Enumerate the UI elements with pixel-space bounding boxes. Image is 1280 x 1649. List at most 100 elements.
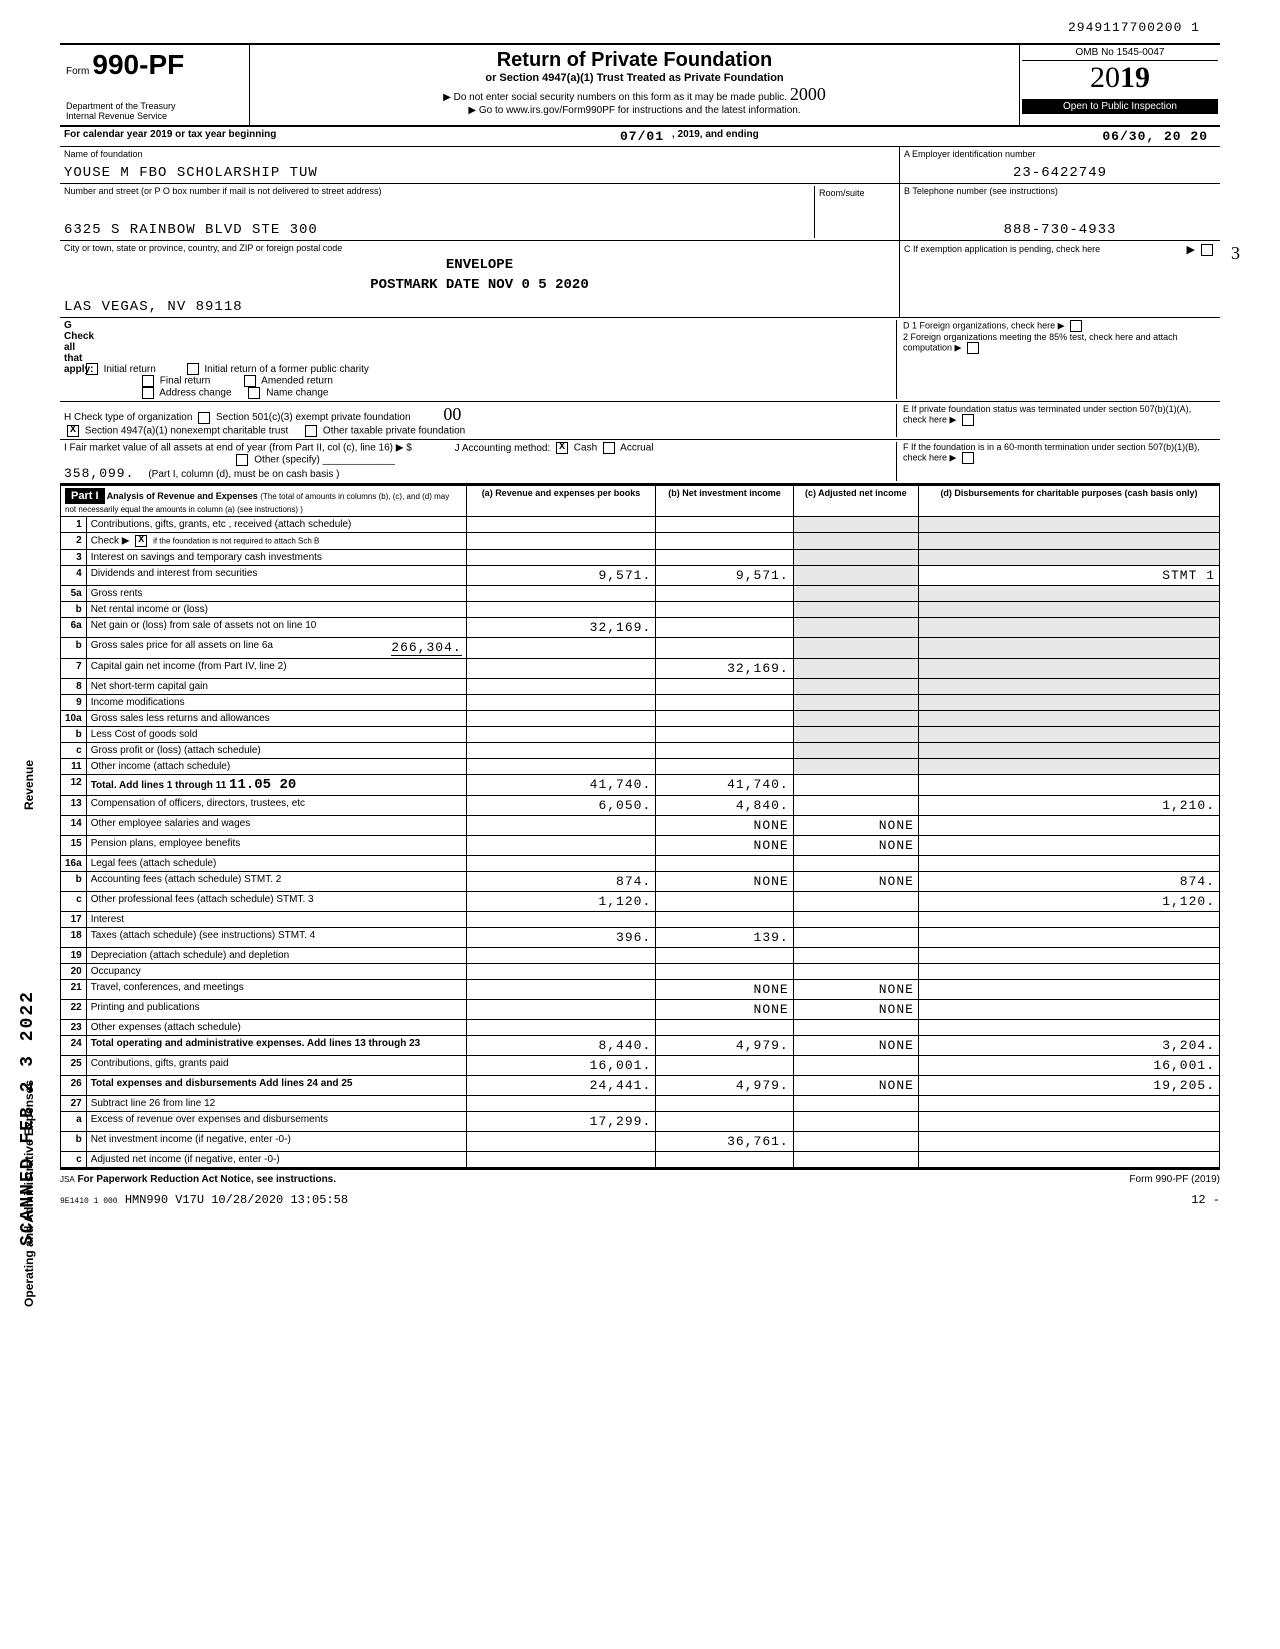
amount-cell bbox=[918, 1000, 1219, 1020]
f-checkbox[interactable] bbox=[962, 452, 974, 464]
amount-cell bbox=[918, 928, 1219, 948]
amount-cell bbox=[918, 517, 1219, 533]
amount-cell bbox=[793, 912, 918, 928]
name-cell: Name of foundation YOUSE M FBO SCHOLARSH… bbox=[60, 147, 899, 184]
amount-cell bbox=[656, 856, 793, 872]
c-cell: C If exemption application is pending, c… bbox=[900, 241, 1220, 271]
amount-cell bbox=[918, 743, 1219, 759]
a-label: A Employer identification number bbox=[904, 149, 1216, 159]
h-other[interactable] bbox=[305, 425, 317, 437]
line-description: Compensation of officers, directors, tru… bbox=[86, 796, 466, 816]
j-cash[interactable]: X bbox=[556, 442, 568, 454]
amount-cell: NONE bbox=[793, 816, 918, 836]
g-o3: Address change bbox=[159, 388, 231, 399]
amount-cell bbox=[918, 586, 1219, 602]
line-description: Travel, conferences, and meetings bbox=[86, 980, 466, 1000]
footer-row-2: 9E1410 1 000 HMN990 V17U 10/28/2020 13:0… bbox=[60, 1185, 1220, 1207]
table-row: 1Contributions, gifts, grants, etc , rec… bbox=[61, 517, 1220, 533]
e-checkbox[interactable] bbox=[962, 414, 974, 426]
table-row: 15Pension plans, employee benefitsNONENO… bbox=[61, 836, 1220, 856]
amount-cell bbox=[918, 695, 1219, 711]
line-number: c bbox=[61, 892, 87, 912]
h-4947[interactable]: X bbox=[67, 425, 79, 437]
warning: ▶ Do not enter social security numbers o… bbox=[260, 84, 1009, 105]
table-row: 23Other expenses (attach schedule) bbox=[61, 1020, 1220, 1036]
amount-cell bbox=[918, 659, 1219, 679]
amount-cell bbox=[466, 638, 656, 659]
g-initial[interactable] bbox=[86, 363, 98, 375]
line-number: 22 bbox=[61, 1000, 87, 1020]
h-501c3[interactable] bbox=[198, 412, 210, 424]
form-ref: Form 990-PF (2019) bbox=[1129, 1174, 1220, 1185]
line-description: Less Cost of goods sold bbox=[86, 727, 466, 743]
addr-label: Number and street (or P O box number if … bbox=[64, 186, 814, 196]
fmv-value: 358,099. bbox=[64, 466, 134, 481]
h-row: H Check type of organization Section 501… bbox=[60, 402, 1220, 440]
line-number: c bbox=[61, 743, 87, 759]
amount-cell bbox=[918, 980, 1219, 1000]
begin-date: 07/01 bbox=[612, 129, 672, 144]
header-center: Return of Private Foundation or Section … bbox=[250, 45, 1020, 125]
city-label: City or town, state or province, country… bbox=[64, 243, 895, 253]
amount-cell: NONE bbox=[656, 816, 793, 836]
line-number: 6a bbox=[61, 618, 87, 638]
c-checkbox[interactable] bbox=[1201, 244, 1213, 256]
g-name[interactable] bbox=[248, 387, 260, 399]
d1-checkbox[interactable] bbox=[1070, 320, 1082, 332]
page-num: 12 - bbox=[1191, 1189, 1220, 1207]
line-number: 21 bbox=[61, 980, 87, 1000]
line-description: Taxes (attach schedule) (see instruction… bbox=[86, 928, 466, 948]
hand-00: 00 bbox=[443, 404, 461, 424]
form-header: Form 990-PF Department of the Treasury I… bbox=[60, 43, 1220, 127]
g-address[interactable] bbox=[142, 387, 154, 399]
table-row: bNet rental income or (loss) bbox=[61, 602, 1220, 618]
amount-cell bbox=[466, 517, 656, 533]
amount-cell bbox=[793, 892, 918, 912]
amount-cell bbox=[466, 586, 656, 602]
amount-cell bbox=[918, 679, 1219, 695]
g-o6: Name change bbox=[266, 388, 328, 399]
line-description: Net short-term capital gain bbox=[86, 679, 466, 695]
line-description: Other professional fees (attach schedule… bbox=[86, 892, 466, 912]
d1-label: D 1 Foreign organizations, check here bbox=[903, 320, 1055, 330]
g-final[interactable] bbox=[142, 375, 154, 387]
table-row: 3Interest on savings and temporary cash … bbox=[61, 550, 1220, 566]
line-number: 16a bbox=[61, 856, 87, 872]
amount-cell bbox=[466, 1096, 656, 1112]
amount-cell: 19,205. bbox=[918, 1076, 1219, 1096]
line-number: 25 bbox=[61, 1056, 87, 1076]
amount-cell: 874. bbox=[918, 872, 1219, 892]
amount-cell bbox=[793, 679, 918, 695]
j-other[interactable] bbox=[236, 454, 248, 466]
g-former[interactable] bbox=[187, 363, 199, 375]
line-number: 13 bbox=[61, 796, 87, 816]
table-row: 11Other income (attach schedule) bbox=[61, 759, 1220, 775]
j-accrual[interactable] bbox=[603, 442, 615, 454]
entity-right: A Employer identification number 23-6422… bbox=[900, 147, 1220, 317]
amount-cell bbox=[918, 836, 1219, 856]
amount-cell: 396. bbox=[466, 928, 656, 948]
line-description: Other employee salaries and wages bbox=[86, 816, 466, 836]
table-row: 7Capital gain net income (from Part IV, … bbox=[61, 659, 1220, 679]
line-description: Subtract line 26 from line 12 bbox=[86, 1096, 466, 1112]
amount-cell: 9,571. bbox=[466, 566, 656, 586]
d2-checkbox[interactable] bbox=[967, 342, 979, 354]
i-label: I Fair market value of all assets at end… bbox=[64, 443, 412, 454]
ein: 23-6422749 bbox=[904, 159, 1216, 181]
line-description: Net rental income or (loss) bbox=[86, 602, 466, 618]
amount-cell: 4,979. bbox=[656, 1076, 793, 1096]
pra-notice: For Paperwork Reduction Act Notice, see … bbox=[77, 1174, 336, 1185]
col-b-header: (b) Net investment income bbox=[656, 485, 793, 517]
bottom-line: HMN990 V17U 10/28/2020 13:05:58 bbox=[125, 1193, 348, 1207]
line-number: 12 bbox=[61, 775, 87, 796]
form-number: 990-PF bbox=[92, 49, 184, 80]
line-description: Check ▶ X if the foundation is not requi… bbox=[86, 533, 466, 550]
line-description: Printing and publications bbox=[86, 1000, 466, 1020]
line-description: Total expenses and disbursements Add lin… bbox=[86, 1076, 466, 1096]
amount-cell: 41,740. bbox=[656, 775, 793, 796]
warn-text: ▶ Do not enter social security numbers o… bbox=[443, 92, 787, 103]
amount-cell bbox=[466, 836, 656, 856]
footer-row: JSA For Paperwork Reduction Act Notice, … bbox=[60, 1168, 1220, 1185]
g-o5: Amended return bbox=[261, 376, 333, 387]
g-amended[interactable] bbox=[244, 375, 256, 387]
